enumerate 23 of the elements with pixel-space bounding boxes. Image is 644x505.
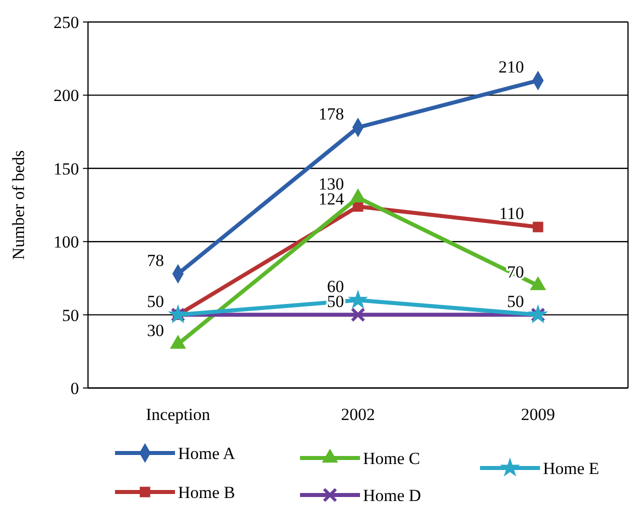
x-tick-label: 2009: [521, 405, 555, 424]
data-label: 178: [318, 104, 344, 124]
x-tick-label: 2002: [341, 405, 375, 424]
data-label: 210: [498, 58, 524, 77]
data-label: 30: [147, 321, 164, 340]
y-axis-title: Number of beds: [9, 150, 28, 260]
y-tick-label: 250: [54, 13, 79, 32]
data-label: 110: [499, 204, 524, 223]
y-tick-label: 200: [54, 86, 79, 106]
data-label: 78: [147, 250, 164, 270]
legend-label: Home C: [363, 449, 420, 468]
y-tick-label: 100: [54, 232, 79, 252]
data-label: 50: [147, 292, 164, 311]
y-tick-label: 0: [70, 379, 79, 398]
legend-label: Home B: [178, 483, 236, 502]
y-tick-label: 150: [54, 159, 79, 178]
x-tick-label: Inception: [146, 405, 211, 424]
data-label: 50: [507, 292, 524, 311]
y-tick-label: 50: [62, 306, 79, 325]
legend-label: Home E: [543, 459, 600, 478]
data-label: 60: [327, 277, 344, 296]
legend-label: Home D: [363, 486, 422, 505]
legend-label: Home A: [178, 444, 236, 463]
